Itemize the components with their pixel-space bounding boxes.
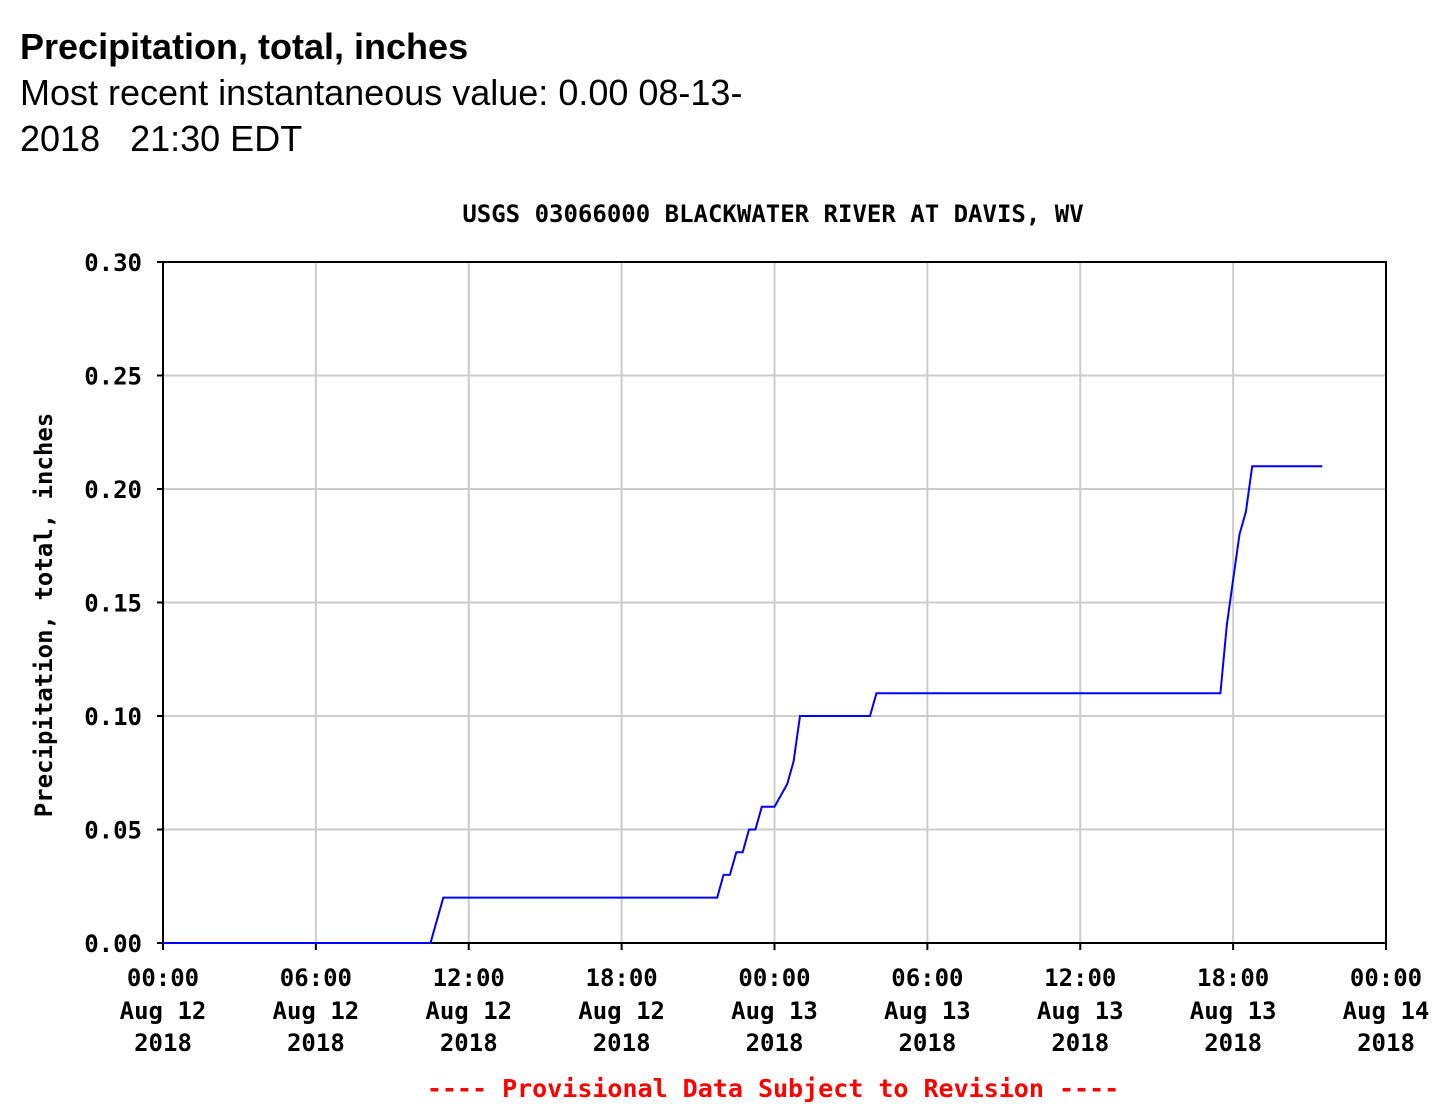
x-tick-time: 12:00 — [1044, 964, 1116, 992]
y-tick-label: 0.05 — [84, 817, 142, 845]
y-axis-label: Precipitation, total, inches — [30, 413, 58, 818]
recent-value-text: Most recent instantaneous value: 0.00 08… — [20, 70, 840, 162]
x-tick-date: Aug 13 — [1037, 997, 1124, 1025]
chart-grid — [162, 261, 1387, 944]
x-tick-label: 12:00 Aug 13 2018 — [1037, 964, 1124, 1057]
y-tick-label: 0.30 — [84, 249, 142, 277]
x-axis-ticks: 00:00 Aug 12 2018 06:00 Aug 12 2018 12:00 Aug 1… — [120, 943, 1430, 1057]
x-tick-year: 2018 — [1204, 1029, 1262, 1057]
x-tick-label: 06:00 Aug 12 2018 — [273, 964, 360, 1057]
x-tick-time: 18:00 — [1197, 964, 1269, 992]
page-title: Precipitation, total, inches — [20, 26, 469, 67]
x-tick-year: 2018 — [440, 1029, 498, 1057]
x-tick-time: 06:00 — [280, 964, 352, 992]
x-tick-time: 18:00 — [586, 964, 658, 992]
x-tick-date: Aug 13 — [1190, 997, 1277, 1025]
y-tick-label: 0.00 — [84, 930, 142, 958]
precipitation-series-line — [163, 465, 1323, 944]
recent-value-line2: 2018 21:30 EDT — [20, 118, 303, 159]
y-tick-label: 0.25 — [84, 363, 142, 391]
x-tick-date: Aug 13 — [884, 997, 971, 1025]
x-tick-time: 12:00 — [433, 964, 505, 992]
x-tick-label: 12:00 Aug 12 2018 — [425, 964, 512, 1057]
recent-value-line1: Most recent instantaneous value: 0.00 08… — [20, 72, 743, 113]
x-tick-label: 18:00 Aug 13 2018 — [1190, 964, 1277, 1057]
y-tick-label: 0.20 — [84, 476, 142, 504]
x-tick-time: 06:00 — [891, 964, 963, 992]
chart-title: USGS 03066000 BLACKWATER RIVER AT DAVIS,… — [462, 200, 1083, 228]
x-tick-year: 2018 — [898, 1029, 956, 1057]
x-tick-date: Aug 12 — [273, 997, 360, 1025]
provisional-data-note: ---- Provisional Data Subject to Revisio… — [427, 1074, 1119, 1103]
x-tick-label: 06:00 Aug 13 2018 — [884, 964, 971, 1057]
y-axis-ticks: 0.00 0.05 0.10 0.15 0.20 0.25 0.30 — [84, 249, 163, 958]
x-tick-time: 00:00 — [127, 964, 199, 992]
x-tick-label: 00:00 Aug 13 2018 — [731, 964, 818, 1057]
x-tick-date: Aug 12 — [120, 997, 207, 1025]
x-tick-date: Aug 13 — [731, 997, 818, 1025]
x-tick-year: 2018 — [746, 1029, 804, 1057]
x-tick-time: 00:00 — [738, 964, 810, 992]
x-tick-year: 2018 — [287, 1029, 345, 1057]
x-tick-label: 18:00 Aug 12 2018 — [578, 964, 665, 1057]
page-header: Precipitation, total, inches Most recent… — [20, 24, 840, 162]
x-tick-date: Aug 12 — [425, 997, 512, 1025]
y-tick-label: 0.10 — [84, 703, 142, 731]
x-tick-date: Aug 12 — [578, 997, 665, 1025]
x-tick-year: 2018 — [1051, 1029, 1109, 1057]
x-tick-time: 00:00 — [1350, 964, 1422, 992]
x-tick-label: 00:00 Aug 12 2018 — [120, 964, 207, 1057]
x-tick-year: 2018 — [593, 1029, 651, 1057]
x-tick-label: 00:00 Aug 14 2018 — [1343, 964, 1430, 1057]
x-tick-year: 2018 — [134, 1029, 192, 1057]
y-tick-label: 0.15 — [84, 590, 142, 618]
x-tick-year: 2018 — [1357, 1029, 1415, 1057]
x-tick-date: Aug 14 — [1343, 997, 1430, 1025]
